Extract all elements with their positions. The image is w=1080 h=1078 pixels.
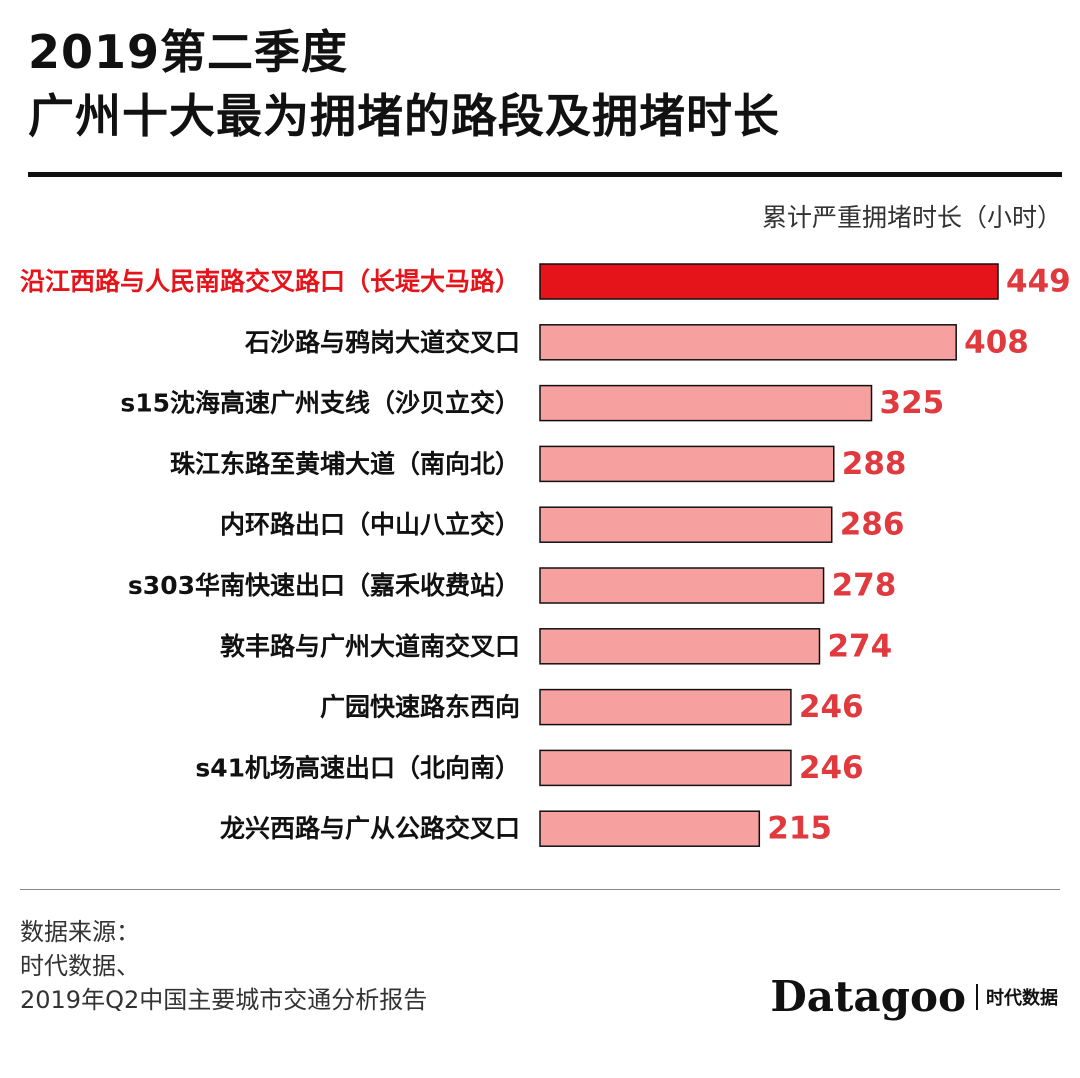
value-label-7: 274	[827, 628, 892, 664]
value-label-4: 288	[842, 446, 907, 482]
value-label-10: 215	[767, 811, 832, 847]
category-label-10: 龙兴西路与广从公路交叉口	[220, 814, 520, 843]
brand-name-cn: 时代数据	[986, 987, 1058, 1009]
bar-6	[539, 567, 825, 604]
bar-10	[539, 810, 761, 847]
value-label-2: 408	[964, 324, 1029, 360]
footer-divider	[20, 889, 1060, 890]
bar-4	[539, 445, 835, 483]
brand-separator	[976, 983, 978, 1010]
bar-1	[539, 263, 999, 300]
title-line-1: 2019第二季度	[28, 25, 349, 79]
category-label-4: 珠江东路至黄埔大道（南向北）	[170, 449, 520, 478]
category-label-6: s303华南快速出口（嘉禾收费站）	[128, 571, 520, 600]
source-line-2: 2019年Q2中国主要城市交通分析报告	[20, 986, 428, 1014]
source-heading: 数据来源：	[20, 918, 140, 946]
value-label-5: 286	[840, 507, 905, 543]
unit-label: 累计严重拥堵时长（小时）	[761, 203, 1062, 232]
chart-title: 2019第二季度 广州十大最为拥堵的路段及拥堵时长	[28, 20, 780, 148]
category-label-7: 敦丰路与广州大道南交叉口	[220, 632, 520, 661]
category-label-3: s15沈海高速广州支线（沙贝立交）	[120, 389, 520, 418]
category-label-5: 内环路出口（中山八立交）	[220, 510, 520, 539]
category-label-8: 广园快速路东西向	[320, 693, 520, 722]
value-label-3: 325	[880, 385, 945, 421]
value-label-9: 246	[799, 750, 864, 786]
value-label-8: 246	[799, 689, 864, 725]
bar-5	[539, 506, 833, 543]
source-line-1: 时代数据、	[20, 952, 140, 980]
value-label-6: 278	[832, 568, 897, 604]
category-label-9: s41机场高速出口（北向南）	[195, 753, 520, 782]
bar-3	[539, 384, 873, 422]
bar-chart: 沿江西路与人民南路交叉路口（长堤大马路） 449 石沙路与鸦岗大道交叉口 408 s15…	[20, 263, 1071, 847]
bar-7	[539, 628, 821, 665]
category-label-2: 石沙路与鸦岗大道交叉口	[244, 328, 520, 357]
brand-name: Datagoo	[770, 972, 966, 1021]
bar-2	[539, 324, 957, 361]
brand-logo: Datagoo 时代数据	[770, 972, 1058, 1021]
source-note: 数据来源： 时代数据、 2019年Q2中国主要城市交通分析报告	[20, 915, 427, 1017]
bar-9	[539, 749, 792, 787]
bar-8	[539, 688, 792, 726]
title-divider	[28, 172, 1062, 177]
category-label-1: 沿江西路与人民南路交叉路口（长堤大马路）	[20, 267, 520, 296]
value-label-1: 449	[1006, 264, 1071, 300]
title-line-2: 广州十大最为拥堵的路段及拥堵时长	[28, 89, 780, 143]
